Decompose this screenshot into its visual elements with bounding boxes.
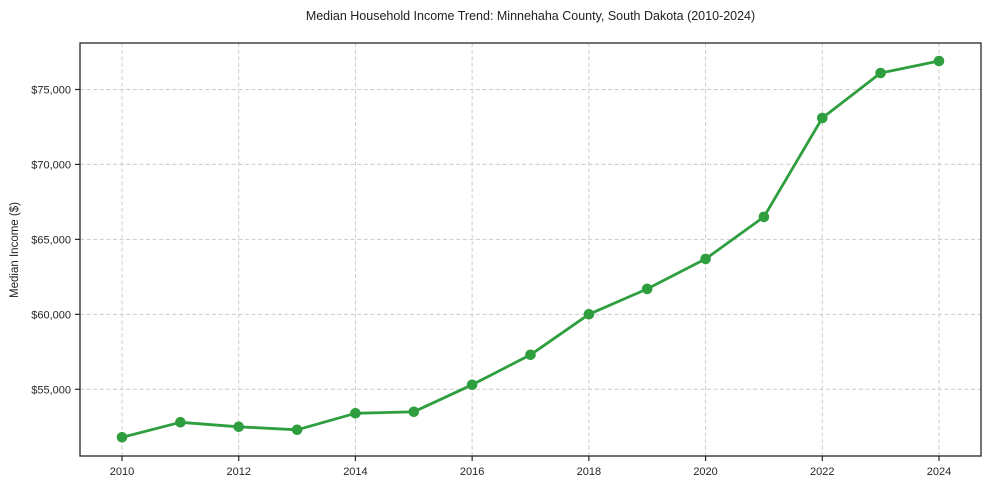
x-tick-label: 2016	[460, 466, 484, 478]
data-point-marker	[758, 211, 770, 223]
data-point-marker	[291, 424, 303, 436]
y-tick-label: $60,000	[31, 309, 71, 321]
x-tick-label: 2018	[577, 466, 601, 478]
data-point-marker	[700, 253, 711, 265]
data-point-marker	[817, 112, 828, 124]
data-point-marker	[525, 349, 536, 361]
data-point-marker	[116, 432, 128, 443]
x-tick-label: 2020	[693, 466, 717, 478]
data-point-marker	[583, 309, 595, 320]
data-point-marker	[466, 379, 478, 391]
y-tick-label: $70,000	[31, 159, 71, 171]
x-tick-label: 2014	[343, 466, 367, 478]
y-tick-label: $75,000	[31, 84, 71, 96]
chart-title: Median Household Income Trend: Minnehaha…	[305, 9, 756, 23]
x-tick-label: 2012	[226, 466, 250, 478]
data-point-marker	[350, 408, 361, 419]
x-tick-label: 2024	[927, 466, 951, 478]
data-point-marker	[641, 283, 653, 295]
axes-border	[79, 42, 982, 457]
data-point-marker	[233, 421, 244, 433]
data-point-marker	[875, 67, 886, 79]
data-point-marker	[933, 55, 945, 67]
x-tick-label: 2010	[110, 466, 134, 478]
trend-line	[120, 59, 941, 439]
y-tick-label: $55,000	[31, 384, 71, 396]
y-tick-label: $65,000	[31, 234, 71, 246]
x-tick-label: 2022	[810, 466, 834, 478]
data-point-marker	[408, 406, 420, 418]
data-point-marker	[175, 417, 186, 428]
